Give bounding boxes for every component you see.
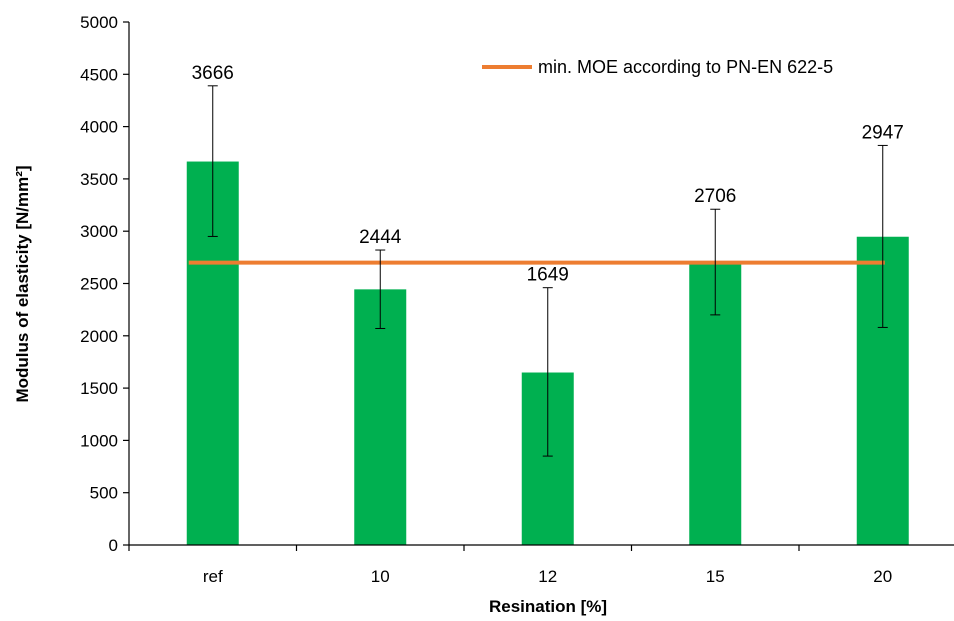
y-tick-label: 0 (109, 536, 118, 555)
y-tick-label: 4500 (80, 65, 118, 84)
legend: min. MOE according to PN-EN 622-5 (482, 57, 833, 77)
y-axis-title: Modulus of elasticity [N/mm²] (13, 165, 32, 402)
data-label-10: 2444 (359, 227, 402, 248)
data-label-15: 2706 (694, 186, 736, 207)
y-tick-label: 3000 (80, 222, 118, 241)
y-tick-label: 500 (90, 484, 118, 503)
x-tick-label-12: 12 (538, 567, 557, 586)
data-label-ref: 3666 (192, 63, 234, 84)
x-tick-label-15: 15 (706, 567, 725, 586)
x-tick-label-10: 10 (371, 567, 390, 586)
y-tick-label: 5000 (80, 13, 118, 32)
error-bar-12 (542, 287, 553, 457)
y-tick-label: 2500 (80, 275, 118, 294)
bar-10 (354, 289, 407, 545)
x-tick-label-20: 20 (873, 567, 892, 586)
y-tick-label: 4000 (80, 118, 118, 137)
legend-label: min. MOE according to PN-EN 622-5 (538, 57, 833, 77)
y-tick-label: 1000 (80, 431, 118, 450)
error-bar-20 (877, 144, 888, 328)
data-label-12: 1649 (527, 265, 569, 286)
data-label-20: 2947 (862, 122, 904, 143)
y-tick-label: 3500 (80, 170, 118, 189)
error-bars (207, 85, 888, 457)
y-tick-label: 2000 (80, 327, 118, 346)
axes: 0 500 1000 1500 2000 2500 3000 3500 4000 4500 5000… (80, 13, 954, 586)
data-labels: 3666 2444 1649 2706 2947 (192, 63, 904, 286)
error-bar-15 (710, 208, 721, 316)
error-bar-ref (207, 85, 218, 237)
x-tick-label-ref: ref (203, 567, 223, 586)
error-bar-10 (375, 249, 386, 329)
x-axis-title: Resination [%] (489, 597, 607, 616)
y-tick-label: 1500 (80, 379, 118, 398)
